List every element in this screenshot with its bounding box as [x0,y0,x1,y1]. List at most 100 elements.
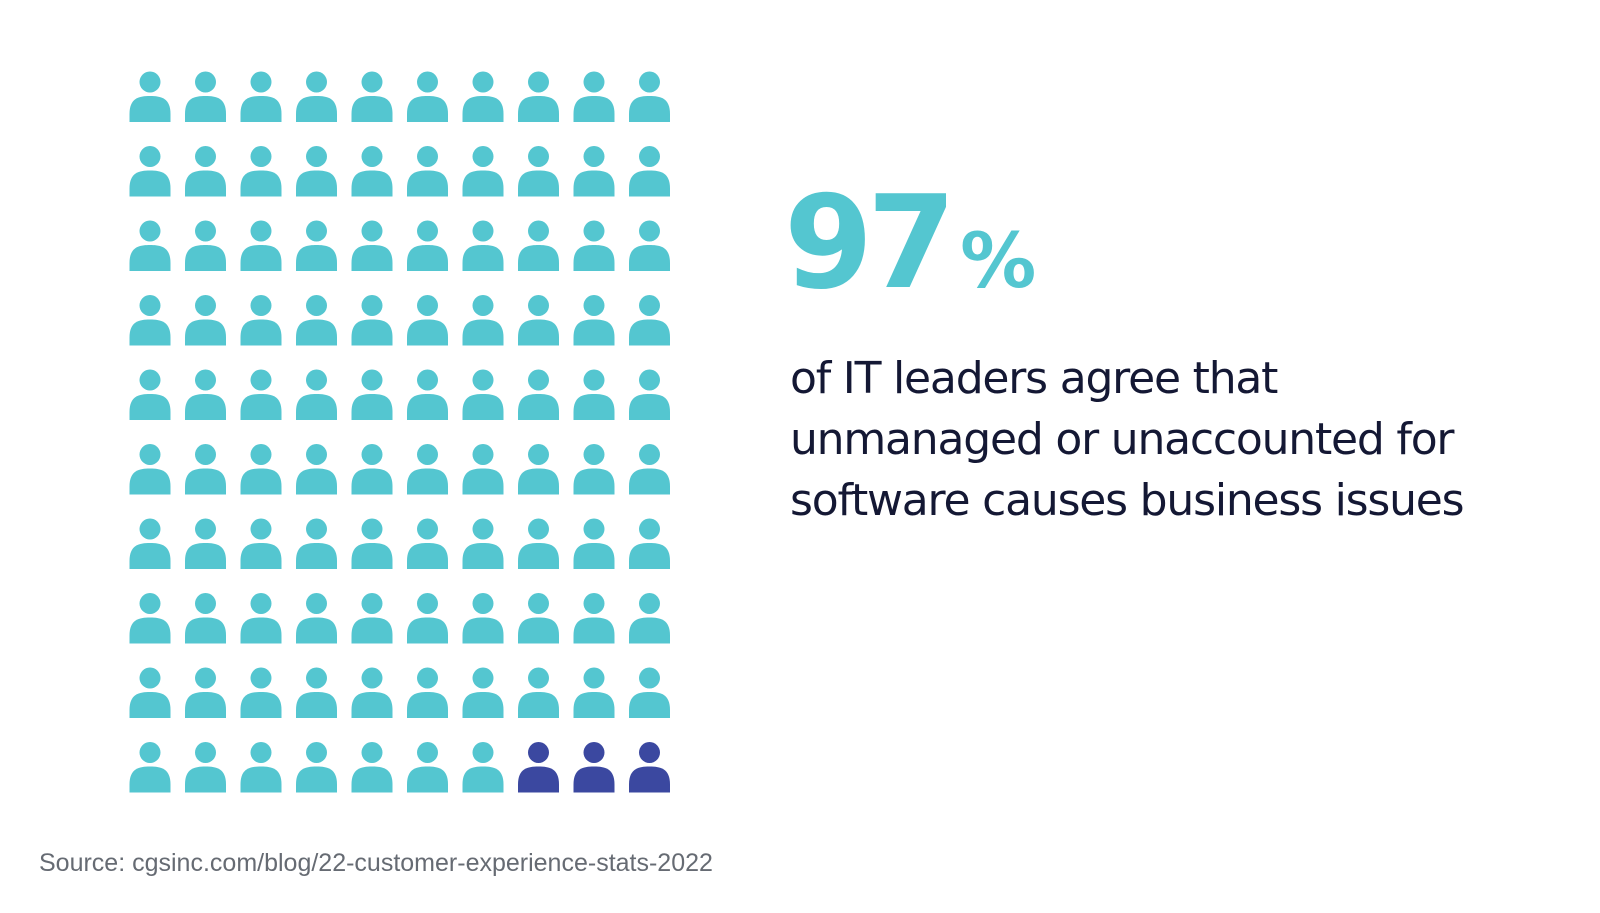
person-icon-highlight [629,518,670,569]
person-icon-remainder [518,742,559,793]
person-icon-remainder [629,742,670,793]
person-icon-highlight [351,518,393,569]
person-icon-highlight [573,369,615,420]
person-icon-highlight [629,593,670,644]
person-icon-highlight [518,667,559,718]
person-icon-highlight [351,71,393,122]
person-icon-highlight [296,667,337,718]
person-icon-highlight [518,369,559,420]
person-icon-highlight [407,220,448,271]
person-icon-highlight [518,518,559,569]
person-icon-highlight [240,146,282,197]
person-icon-highlight [629,71,670,122]
person-icon-highlight [129,593,171,644]
person-icon-highlight [240,518,282,569]
person-icon-highlight [296,220,337,271]
person-icon-highlight [462,518,504,569]
person-icon-highlight [296,742,337,793]
person-icon-highlight [240,369,282,420]
person-icon-highlight [407,742,448,793]
person-icon-highlight [240,220,282,271]
person-icon-highlight [629,444,670,495]
person-icon-highlight [573,146,615,197]
person-icon-highlight [129,71,171,122]
person-icon-highlight [573,220,615,271]
person-icon-highlight [629,667,670,718]
person-icon-highlight [129,369,171,420]
person-icon-highlight [573,71,615,122]
person-icon-highlight [407,444,448,495]
person-icon-highlight [129,742,171,793]
person-icon-highlight [240,71,282,122]
person-icon-highlight [518,444,559,495]
person-icon-highlight [129,295,171,346]
person-icon-highlight [185,593,226,644]
person-icon-highlight [518,593,559,644]
person-icon-highlight [407,71,448,122]
person-icon-highlight [351,593,393,644]
person-icon-highlight [573,295,615,346]
person-icon-highlight [129,444,171,495]
person-icon-highlight [296,444,337,495]
person-icon-highlight [629,146,670,197]
person-icon-highlight [518,146,559,197]
person-icon-highlight [407,369,448,420]
person-icon-highlight [185,295,226,346]
person-icon-highlight [240,295,282,346]
person-icon-highlight [407,667,448,718]
person-icon-highlight [185,220,226,271]
person-icon-highlight [518,71,559,122]
person-icon-highlight [351,742,393,793]
source-citation: Source: cgsinc.com/blog/22-customer-expe… [39,849,713,877]
person-icon-highlight [518,220,559,271]
person-icon-highlight [185,71,226,122]
stat-description: of IT leaders agree that unmanaged or un… [790,353,1465,526]
person-icon-highlight [129,146,171,197]
person-icon-highlight [240,667,282,718]
person-icon-highlight [296,295,337,346]
person-icon-highlight [185,667,226,718]
person-icon-highlight [462,369,504,420]
person-icon-highlight [240,593,282,644]
person-icon-highlight [407,593,448,644]
person-icon-highlight [407,146,448,197]
person-icon-highlight [129,667,171,718]
person-icon-highlight [351,369,393,420]
person-icon-highlight [573,667,615,718]
person-icon-highlight [462,146,504,197]
person-icon-highlight [573,444,615,495]
person-icon-highlight [573,593,615,644]
stat-number: 97 [784,169,956,318]
person-icon-highlight [407,295,448,346]
stat-block: 97 % of IT leaders agree that unmanaged … [784,180,1510,531]
person-icon-highlight [351,667,393,718]
person-icon-remainder [573,742,615,793]
person-icon-highlight [296,146,337,197]
person-icon-highlight [185,369,226,420]
person-icon-highlight [129,220,171,271]
person-icon-highlight [407,518,448,569]
person-icon-highlight [462,593,504,644]
person-icon-highlight [185,518,226,569]
person-icon-highlight [185,146,226,197]
person-icon-highlight [573,518,615,569]
person-icon-highlight [629,295,670,346]
person-icon-highlight [462,71,504,122]
person-icon-highlight [296,369,337,420]
person-icon-highlight [185,444,226,495]
person-icon-highlight [462,220,504,271]
person-icon-highlight [351,146,393,197]
person-icon-highlight [351,295,393,346]
person-icon-highlight [296,518,337,569]
person-icon-highlight [240,742,282,793]
person-icon-highlight [462,667,504,718]
person-icon-highlight [462,742,504,793]
person-icon-highlight [185,742,226,793]
stat-percent-sign: % [960,216,1037,305]
stat-value: 97 % [784,180,1510,308]
person-icon-highlight [351,444,393,495]
person-icon-highlight [462,444,504,495]
person-icon-highlight [462,295,504,346]
person-icon-highlight [240,444,282,495]
